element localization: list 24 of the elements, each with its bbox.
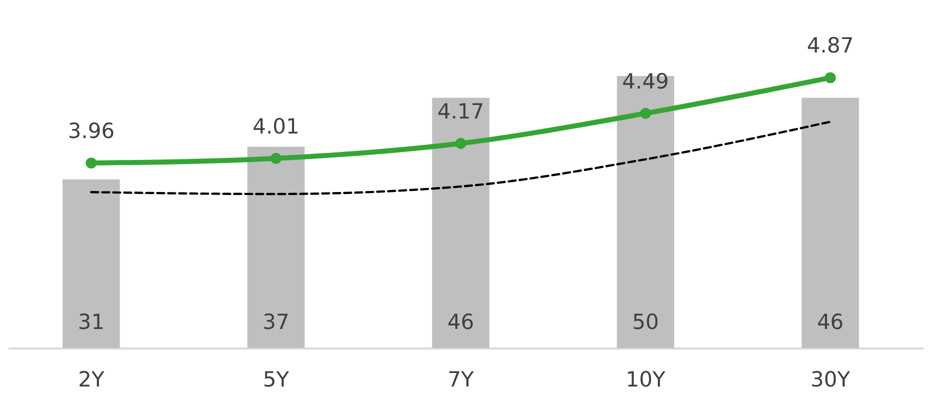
point xyxy=(86,158,97,169)
data-label: 4.17 xyxy=(437,99,484,124)
x-tick-label: 30Y xyxy=(810,368,850,392)
x-tick-label: 10Y xyxy=(626,368,666,392)
data-label: 31 xyxy=(78,310,105,334)
point xyxy=(640,108,652,119)
data-label: 46 xyxy=(816,310,844,334)
point xyxy=(455,138,466,149)
data-label: 37 xyxy=(262,310,290,334)
data-label: 3.96 xyxy=(68,119,115,144)
bar xyxy=(432,98,490,348)
data-label: 50 xyxy=(632,310,659,334)
x-tick-label: 2Y xyxy=(78,368,104,392)
point xyxy=(824,72,836,84)
bar xyxy=(802,98,859,348)
bar xyxy=(62,179,120,348)
data-label: 4.01 xyxy=(252,114,300,138)
point xyxy=(270,152,282,164)
data-label: 4.87 xyxy=(806,34,854,58)
data-label: 4.49 xyxy=(622,69,669,94)
x-tick-label: 7Y xyxy=(448,368,474,392)
bar xyxy=(247,146,305,348)
x-tick-label: 5Y xyxy=(262,368,290,392)
data-label: 46 xyxy=(447,310,474,334)
